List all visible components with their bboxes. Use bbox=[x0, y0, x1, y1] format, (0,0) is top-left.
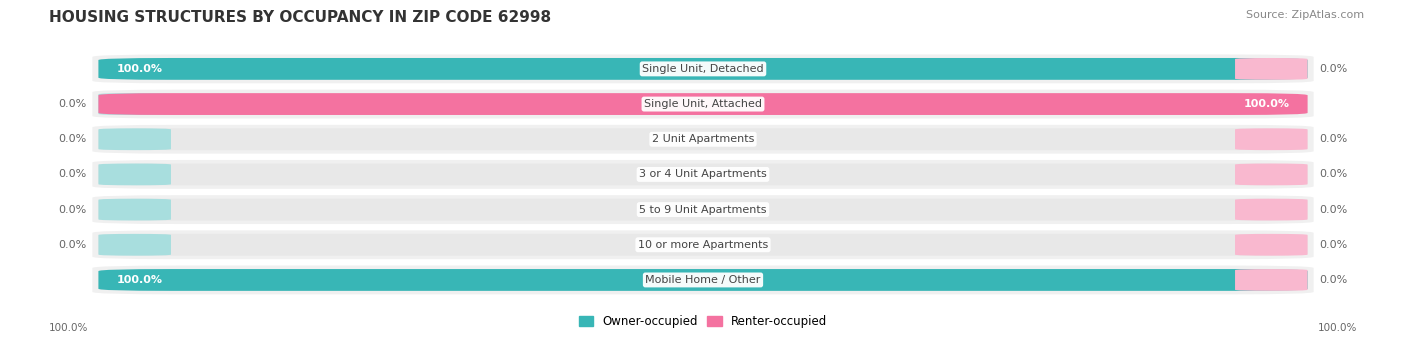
Text: 100.0%: 100.0% bbox=[1243, 99, 1289, 109]
FancyBboxPatch shape bbox=[98, 93, 1308, 115]
FancyBboxPatch shape bbox=[1234, 269, 1308, 291]
Text: 0.0%: 0.0% bbox=[58, 134, 86, 144]
Text: 0.0%: 0.0% bbox=[1320, 64, 1348, 74]
Text: 10 or more Apartments: 10 or more Apartments bbox=[638, 240, 768, 250]
Text: 100.0%: 100.0% bbox=[117, 64, 163, 74]
Legend: Owner-occupied, Renter-occupied: Owner-occupied, Renter-occupied bbox=[574, 310, 832, 333]
FancyBboxPatch shape bbox=[1234, 128, 1308, 150]
FancyBboxPatch shape bbox=[1234, 58, 1308, 80]
FancyBboxPatch shape bbox=[98, 234, 1308, 256]
FancyBboxPatch shape bbox=[1234, 199, 1308, 221]
Text: Source: ZipAtlas.com: Source: ZipAtlas.com bbox=[1246, 10, 1364, 20]
Text: 100.0%: 100.0% bbox=[1317, 323, 1357, 333]
Text: Single Unit, Attached: Single Unit, Attached bbox=[644, 99, 762, 109]
Text: 0.0%: 0.0% bbox=[1320, 240, 1348, 250]
FancyBboxPatch shape bbox=[98, 269, 1308, 291]
Text: 0.0%: 0.0% bbox=[1320, 134, 1348, 144]
FancyBboxPatch shape bbox=[98, 269, 1308, 291]
FancyBboxPatch shape bbox=[98, 128, 172, 150]
Text: 100.0%: 100.0% bbox=[49, 323, 89, 333]
Text: Single Unit, Detached: Single Unit, Detached bbox=[643, 64, 763, 74]
FancyBboxPatch shape bbox=[1234, 234, 1308, 256]
Text: 100.0%: 100.0% bbox=[117, 275, 163, 285]
FancyBboxPatch shape bbox=[98, 199, 172, 221]
FancyBboxPatch shape bbox=[98, 93, 1308, 115]
FancyBboxPatch shape bbox=[1234, 163, 1308, 185]
Text: 0.0%: 0.0% bbox=[1320, 205, 1348, 214]
FancyBboxPatch shape bbox=[98, 58, 1308, 80]
FancyBboxPatch shape bbox=[93, 195, 1313, 224]
Text: 2 Unit Apartments: 2 Unit Apartments bbox=[652, 134, 754, 144]
FancyBboxPatch shape bbox=[98, 199, 1308, 221]
Text: 3 or 4 Unit Apartments: 3 or 4 Unit Apartments bbox=[640, 169, 766, 180]
Text: 0.0%: 0.0% bbox=[1320, 275, 1348, 285]
FancyBboxPatch shape bbox=[93, 265, 1313, 294]
FancyBboxPatch shape bbox=[93, 125, 1313, 154]
Text: 0.0%: 0.0% bbox=[58, 205, 86, 214]
FancyBboxPatch shape bbox=[93, 54, 1313, 83]
Text: 0.0%: 0.0% bbox=[58, 240, 86, 250]
Text: 0.0%: 0.0% bbox=[58, 169, 86, 180]
FancyBboxPatch shape bbox=[98, 234, 172, 256]
FancyBboxPatch shape bbox=[93, 231, 1313, 259]
FancyBboxPatch shape bbox=[93, 90, 1313, 118]
Text: 0.0%: 0.0% bbox=[58, 99, 86, 109]
Text: 5 to 9 Unit Apartments: 5 to 9 Unit Apartments bbox=[640, 205, 766, 214]
Text: Mobile Home / Other: Mobile Home / Other bbox=[645, 275, 761, 285]
Text: HOUSING STRUCTURES BY OCCUPANCY IN ZIP CODE 62998: HOUSING STRUCTURES BY OCCUPANCY IN ZIP C… bbox=[49, 10, 551, 25]
FancyBboxPatch shape bbox=[98, 93, 172, 115]
FancyBboxPatch shape bbox=[98, 163, 172, 185]
Text: 0.0%: 0.0% bbox=[1320, 169, 1348, 180]
FancyBboxPatch shape bbox=[93, 160, 1313, 189]
FancyBboxPatch shape bbox=[98, 128, 1308, 150]
FancyBboxPatch shape bbox=[98, 58, 1308, 80]
FancyBboxPatch shape bbox=[98, 163, 1308, 185]
